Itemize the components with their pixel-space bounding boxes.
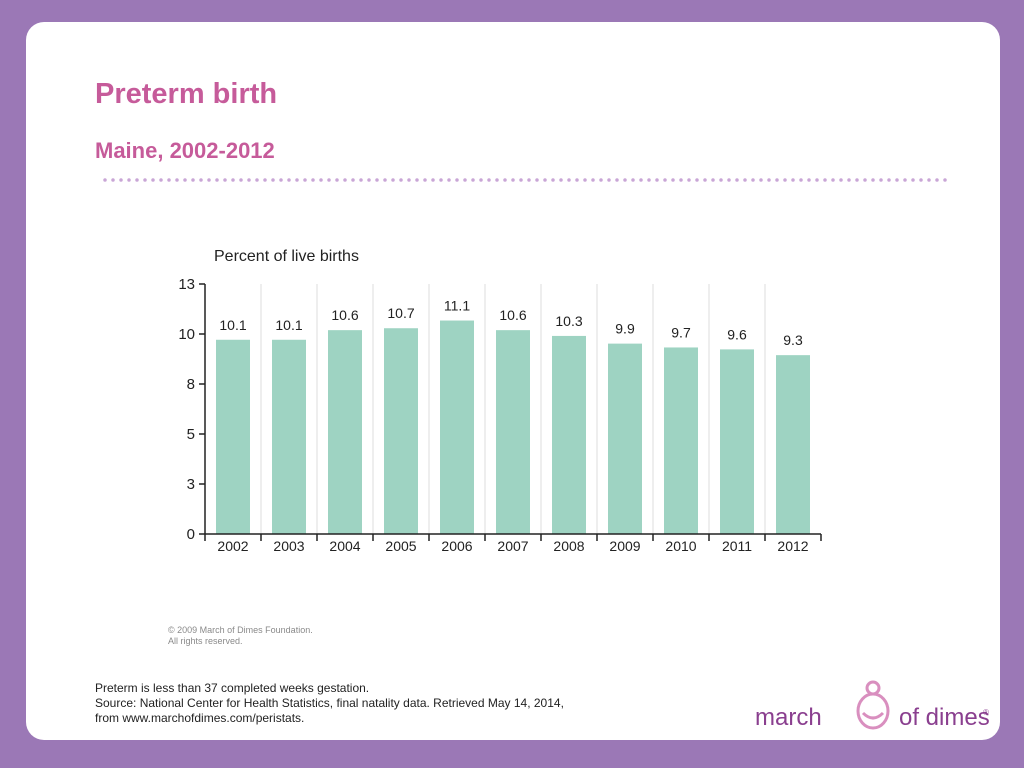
data-label: 9.3 [783,332,803,348]
data-label: 11.1 [444,298,470,314]
data-label: 10.6 [331,307,358,323]
mother-baby-icon [856,680,890,730]
footnote-line-3: from www.marchofdimes.com/peristats. [95,711,305,725]
y-tick-label: 8 [187,376,195,393]
bar [440,320,474,534]
x-tick-label: 2010 [665,538,696,554]
data-label: 9.9 [615,321,635,337]
bar [216,339,250,534]
x-tick-label: 2003 [273,538,304,554]
y-tick-label: 0 [187,526,195,543]
data-label: 10.1 [275,317,302,333]
bar [552,335,586,534]
bar [496,330,530,534]
bar [776,355,810,534]
x-tick-label: 2009 [609,538,640,554]
y-tick-label: 5 [187,426,195,443]
x-tick-label: 2012 [777,538,808,554]
y-tick-label: 13 [178,276,195,293]
footnote: Preterm is less than 37 completed weeks … [95,681,564,726]
y-tick-label: 10 [178,326,195,343]
dotted-divider [103,178,950,182]
footnote-line-1: Preterm is less than 37 completed weeks … [95,681,370,695]
bar [328,330,362,534]
bar-chart: Percent of live births 10.1 10.1 10.6 10.7 11… [178,248,822,554]
march-of-dimes-logo: march of dimes ® [755,680,990,731]
chart-copyright: © 2009 March of Dimes Foundation. All ri… [168,625,313,647]
y-axis-label: Percent of live births [214,248,359,265]
bar [272,339,306,534]
x-tick-label: 2007 [497,538,528,554]
page-subtitle: Maine, 2002-2012 [95,138,275,163]
x-tick-label: 2005 [385,538,416,554]
slide-panel: Preterm birth Maine, 2002-2012 Percent o… [26,22,1000,740]
x-tick-label: 2008 [553,538,584,554]
copyright-line-1: © 2009 March of Dimes Foundation. [168,625,313,635]
data-label: 10.7 [387,305,414,321]
x-tick-label: 2004 [329,538,360,554]
bar [720,349,754,534]
data-label: 9.6 [727,326,747,342]
page-title: Preterm birth [95,78,278,110]
bar [384,328,418,534]
y-tick-label: 3 [187,476,195,493]
footnote-line-2: Source: National Center for Health Stati… [95,696,564,710]
bar [608,343,642,534]
logo-registered-mark: ® [983,708,989,717]
logo-text-left: march [755,704,822,731]
bar [664,347,698,534]
data-label: 9.7 [671,324,691,340]
logo-text-right: of dimes [899,704,990,731]
x-tick-label: 2002 [217,538,248,554]
data-label: 10.3 [555,313,582,329]
copyright-line-2: All rights reserved. [168,636,243,646]
data-label: 10.1 [219,317,246,333]
x-tick-label: 2011 [722,538,752,554]
x-tick-label: 2006 [441,538,472,554]
data-label: 10.6 [499,307,526,323]
